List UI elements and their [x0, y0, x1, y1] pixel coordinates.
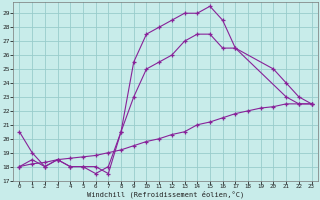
X-axis label: Windchill (Refroidissement éolien,°C): Windchill (Refroidissement éolien,°C)	[87, 190, 244, 198]
